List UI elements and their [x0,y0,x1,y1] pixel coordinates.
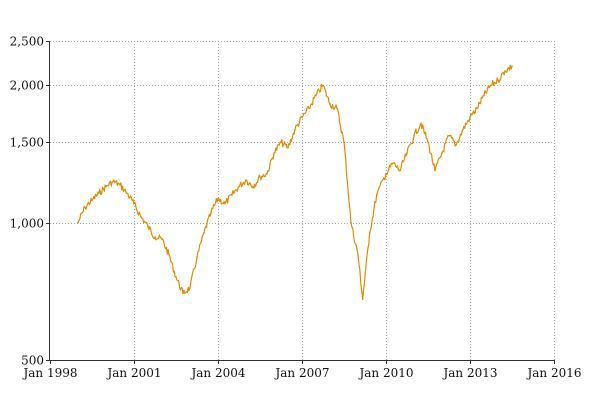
data-point [497,79,499,82]
data-point [175,276,177,278]
data-point [357,254,359,256]
data-point [196,256,198,259]
data-point [455,144,457,146]
data-point [252,185,254,188]
data-point [224,202,226,205]
data-point [287,146,289,149]
data-point [441,152,443,154]
data-point [140,216,142,218]
data-point [399,169,401,172]
data-point [98,192,100,194]
x-tick-label: Jan 2013 [441,366,497,380]
x-tick-label: Jan 2016 [525,366,581,380]
data-point [308,107,310,110]
data-point [273,152,275,154]
data-point [154,236,156,238]
series-line [77,64,513,300]
data-point [238,185,240,188]
data-point [504,70,506,72]
x-tick-label: Jan 2010 [357,366,413,380]
y-tick-label: 1,500 [10,136,44,150]
data-point [133,202,135,205]
axes [49,41,554,361]
data-point [182,292,184,295]
data-point [375,194,378,196]
data-point [217,197,219,200]
tick-labels: Jan 1998 Jan 2001 Jan 2004 Jan 2007 Jan 2010… [10,35,582,381]
data-point [368,232,371,234]
data-point [315,94,317,97]
data-point [427,141,429,143]
data-point [301,116,303,119]
data-point [476,107,478,110]
data-point [84,206,86,209]
y-tick-label: 500 [21,354,44,368]
data-point [483,94,485,97]
data-point [105,185,107,188]
x-tick-label: Jan 1998 [21,366,77,380]
data-point [448,134,450,137]
data-point [406,152,408,154]
data-point [420,122,422,125]
x-tick-label: Jan 2004 [189,366,245,380]
series-group [77,64,513,300]
y-tick-label: 1,000 [10,217,44,231]
data-point [77,221,79,224]
data-point [490,84,492,86]
data-point [210,212,212,214]
data-point [266,172,268,175]
y-tick-label: 2,500 [10,35,44,49]
data-point [469,116,471,119]
data-point [119,184,121,186]
data-point [280,141,282,143]
data-point [336,107,338,110]
data-point [112,180,114,183]
data-point [245,179,247,181]
data-point [392,162,394,164]
data-point [189,286,191,289]
grid [50,41,555,360]
data-point [259,176,261,178]
data-point [231,194,233,196]
data-point [91,199,93,201]
data-point [168,254,170,256]
data-point [511,65,513,68]
data-point [126,192,128,194]
data-point [161,238,163,240]
data-point [413,134,415,137]
data-point [462,128,464,131]
data-point [385,172,387,175]
y-tick-label: 2,000 [10,79,44,93]
data-point [361,298,364,300]
data-point [434,169,436,172]
x-tick-label: Jan 2007 [273,366,329,380]
data-point [322,84,324,86]
data-point [294,128,296,131]
data-point [350,221,352,224]
data-point [329,103,331,105]
data-point [203,232,205,234]
data-point [343,141,345,143]
data-point [147,225,149,228]
x-tick-label: Jan 2001 [105,366,161,380]
